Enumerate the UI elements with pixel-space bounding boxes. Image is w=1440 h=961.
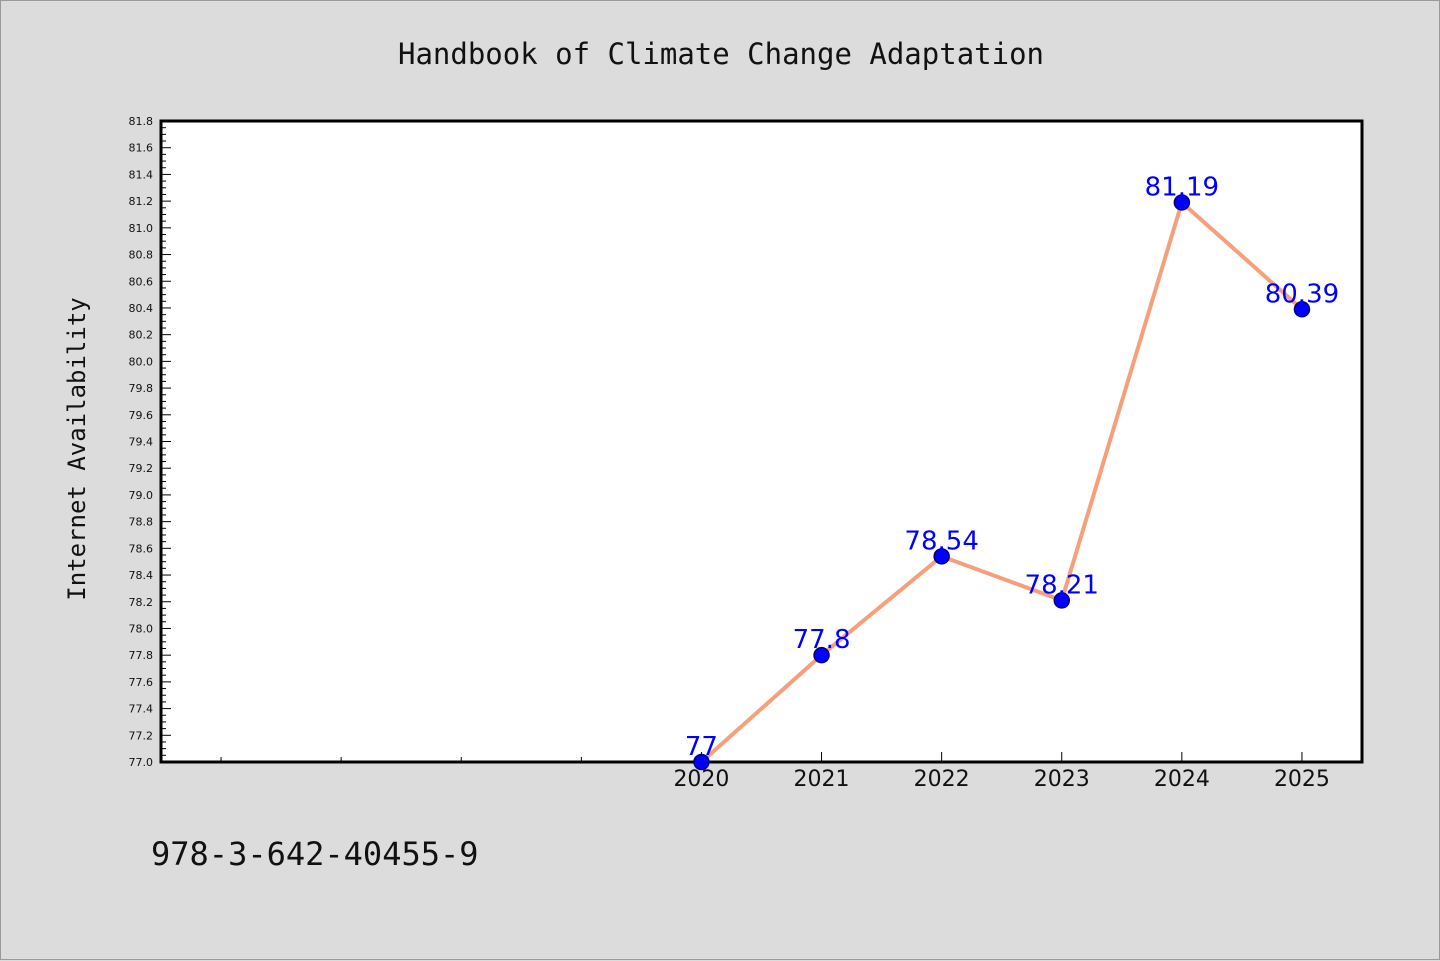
- data-label: 78.54: [904, 526, 978, 556]
- y-tick-label: 79.8: [129, 382, 154, 395]
- data-label: 77: [685, 732, 718, 762]
- x-tick-label: 2020: [673, 767, 729, 792]
- y-tick-label: 81.0: [129, 222, 154, 235]
- y-tick-label: 78.2: [129, 596, 154, 609]
- y-tick-label: 78.0: [129, 622, 154, 635]
- y-tick-label: 78.8: [129, 516, 154, 529]
- plot-area: [159, 119, 1364, 764]
- data-point-marker: [1053, 592, 1070, 609]
- y-tick-label: 78.6: [129, 542, 154, 555]
- y-tick-label: 81.6: [129, 142, 154, 155]
- y-tick-label: 81.8: [129, 115, 154, 128]
- y-tick-label: 80.4: [129, 302, 154, 315]
- y-tick-label: 77.4: [129, 703, 154, 716]
- y-tick-label: 80.2: [129, 329, 154, 342]
- y-axis-ticks: 77.0 77.2 77.4 77.6 77.8 78.0 78.2 78.4 78.6 78.8…: [129, 115, 171, 769]
- data-point-marker: [1173, 194, 1191, 211]
- y-tick-label: 77.0: [129, 756, 154, 769]
- y-tick-label: 81.2: [129, 195, 154, 208]
- y-tick-label: 79.0: [129, 489, 154, 502]
- x-axis-ticks: 2020 2021 2022 2023 2024 2025: [220, 752, 1330, 792]
- y-tick-label: 80.0: [129, 355, 154, 368]
- x-tick-label: 2022: [914, 767, 970, 792]
- series-line: [699, 200, 1304, 764]
- x-tick-label: 2024: [1154, 767, 1210, 792]
- y-tick-label: 79.6: [129, 409, 154, 422]
- data-label: 77.8: [793, 625, 851, 655]
- chart-title: Handbook of Climate Change Adaptation: [398, 37, 1044, 71]
- y-tick-label: 79.2: [129, 462, 154, 475]
- x-tick-label: 2021: [794, 767, 850, 792]
- y-tick-label: 80.8: [129, 249, 154, 262]
- x-tick-label: 2025: [1274, 767, 1330, 792]
- isbn-label: 978-3-642-40455-9: [151, 835, 479, 873]
- series-group: [693, 194, 1311, 771]
- y-tick-label: 78.4: [129, 569, 154, 582]
- y-tick-label: 77.6: [129, 676, 154, 689]
- y-tick-label: 81.4: [129, 168, 154, 181]
- data-point-marker: [693, 753, 710, 771]
- y-tick-label: 77.8: [129, 649, 154, 662]
- data-label: 81.19: [1145, 172, 1219, 202]
- data-point-marker: [1293, 301, 1311, 318]
- data-point-marker: [933, 548, 950, 565]
- data-labels-group: 77 77.8 78.54 78.21 81.19 80.39: [685, 172, 1339, 762]
- data-point-marker: [813, 646, 830, 664]
- y-tick-label: 77.2: [129, 729, 154, 742]
- y-axis-label: Internet Availability: [63, 297, 91, 600]
- data-label: 80.39: [1265, 279, 1339, 309]
- x-tick-label: 2023: [1034, 767, 1090, 792]
- data-label: 78.21: [1025, 570, 1099, 600]
- y-tick-label: 79.4: [129, 436, 154, 449]
- y-tick-label: 80.6: [129, 275, 154, 288]
